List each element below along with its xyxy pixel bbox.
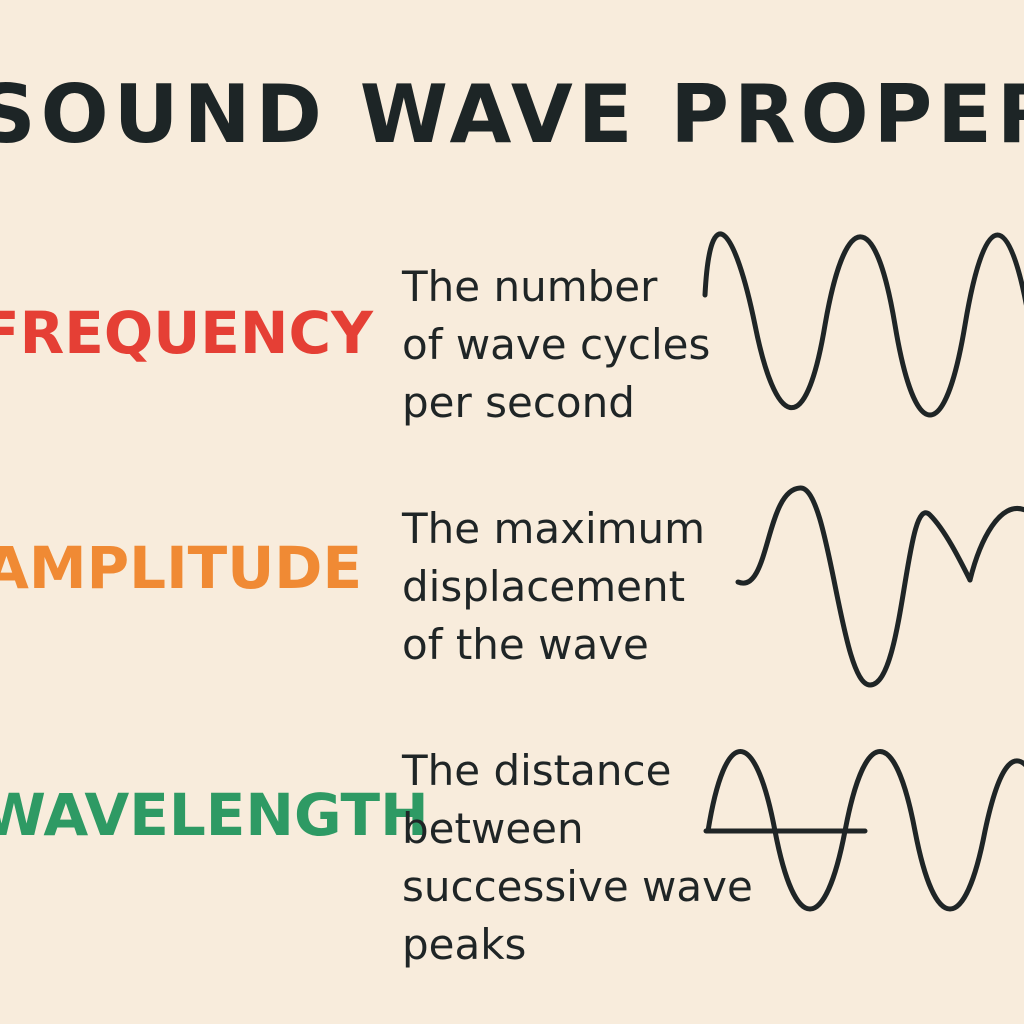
amplitude-wave-icon (735, 485, 1024, 688)
description-line: per second (402, 378, 635, 427)
wavelength-wave-icon (703, 749, 1024, 912)
page-title: SOUND WAVE PROPERTIES (0, 68, 1024, 161)
frequency-wave-icon (702, 231, 1024, 418)
description-frequency: The number of wave cycles per second (402, 258, 710, 432)
term-wavelength: WAVELENGTH (0, 781, 429, 849)
term-frequency: FREQUENCY (0, 299, 374, 367)
description-line: The maximum (402, 504, 706, 553)
description-line: The number (402, 262, 658, 311)
description-line: The distance (402, 746, 672, 795)
description-line: of wave cycles (402, 320, 711, 369)
description-line: between (402, 804, 584, 853)
description-line: displacement (402, 562, 686, 611)
description-line: successive wave (402, 862, 753, 911)
term-amplitude: AMPLITUDE (0, 534, 363, 602)
description-amplitude: The maximum displacement of the wave (402, 500, 705, 674)
description-line: of the wave (402, 620, 649, 669)
description-wavelength: The distance between successive wave pea… (402, 742, 753, 974)
description-line: peaks (402, 920, 527, 969)
